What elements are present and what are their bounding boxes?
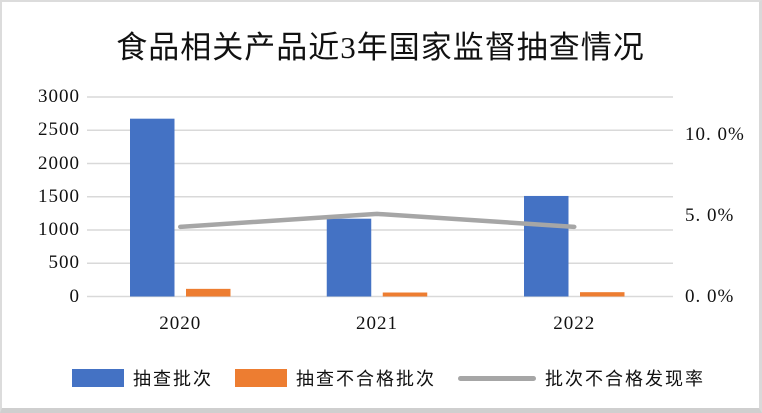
y-axis-right-tick: 5. 0% [685,204,735,226]
x-axis-tick: 2022 [553,313,596,334]
legend-label-unqualified-batches: 抽查不合格批次 [296,369,436,389]
y-axis-right-tick: 0. 0% [685,285,735,307]
legend-label-sampled-batches: 抽查批次 [133,369,213,389]
bar-unqualified-batches-2022 [580,292,625,297]
y-axis-left-tick: 500 [48,252,80,274]
chart-title: 食品相关产品近3年国家监督抽查情况 [116,30,645,65]
line-defect-rate [178,211,577,230]
bar-sampled-batches-2021 [326,218,372,297]
x-axis-tick: 2021 [356,313,398,334]
y-axis-left-tick: 3000 [38,86,80,107]
legend-swatch-sampled-batches [72,369,124,387]
y-axis-left-tick: 2500 [38,119,80,141]
bar-unqualified-batches-2021 [382,292,428,297]
legend-item-defect-rate: 批次不合格发现率 [458,365,705,391]
legend-swatch-defect-rate [458,375,536,381]
legend-swatch-unqualified-batches [235,369,287,387]
y-axis-left-tick: 1000 [38,219,80,240]
x-axis-tick: 2020 [159,313,202,334]
bar-unqualified-batches-2020 [186,288,231,297]
bar-sampled-batches-2020 [130,118,175,297]
y-axis-left-tick: 2000 [38,152,80,174]
y-axis-right-tick: 10. 0% [685,123,745,145]
legend-item-sampled-batches: 抽查批次 [72,365,213,391]
legend: 抽查批次 抽查不合格批次 批次不合格发现率 [72,365,705,391]
y-axis-left-tick: 0 [69,285,80,307]
bar-sampled-batches-2022 [524,195,569,297]
legend-label-defect-rate: 批次不合格发现率 [545,369,705,389]
y-axis-left-tick: 1500 [38,185,80,207]
legend-item-unqualified-batches: 抽查不合格批次 [235,365,436,391]
